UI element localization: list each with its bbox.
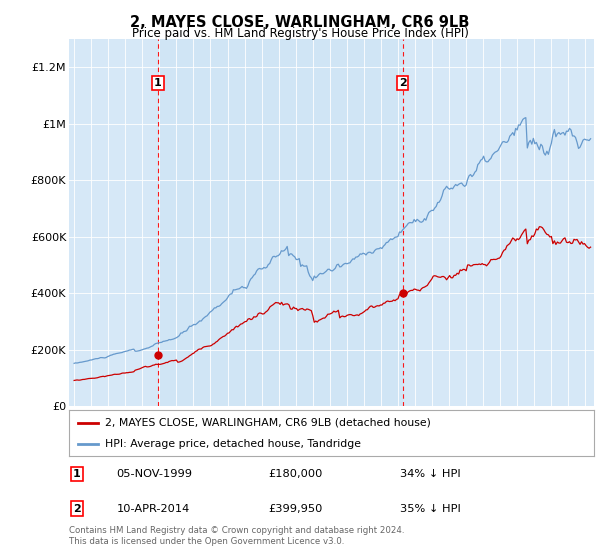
Text: £180,000: £180,000 (269, 469, 323, 479)
Text: 2, MAYES CLOSE, WARLINGHAM, CR6 9LB: 2, MAYES CLOSE, WARLINGHAM, CR6 9LB (130, 15, 470, 30)
Text: 1: 1 (73, 469, 81, 479)
Text: HPI: Average price, detached house, Tandridge: HPI: Average price, detached house, Tand… (105, 439, 361, 449)
Text: 2: 2 (399, 78, 406, 88)
Text: 2: 2 (73, 504, 81, 514)
Text: 35% ↓ HPI: 35% ↓ HPI (400, 504, 461, 514)
Text: 1: 1 (154, 78, 162, 88)
Text: Contains HM Land Registry data © Crown copyright and database right 2024.
This d: Contains HM Land Registry data © Crown c… (69, 526, 404, 546)
Text: 10-APR-2014: 10-APR-2014 (116, 504, 190, 514)
Bar (158, 39, 403, 406)
Text: Price paid vs. HM Land Registry's House Price Index (HPI): Price paid vs. HM Land Registry's House … (131, 27, 469, 40)
Text: £399,950: £399,950 (269, 504, 323, 514)
Text: 2, MAYES CLOSE, WARLINGHAM, CR6 9LB (detached house): 2, MAYES CLOSE, WARLINGHAM, CR6 9LB (det… (105, 418, 431, 428)
Text: 34% ↓ HPI: 34% ↓ HPI (400, 469, 461, 479)
Text: 05-NOV-1999: 05-NOV-1999 (116, 469, 192, 479)
